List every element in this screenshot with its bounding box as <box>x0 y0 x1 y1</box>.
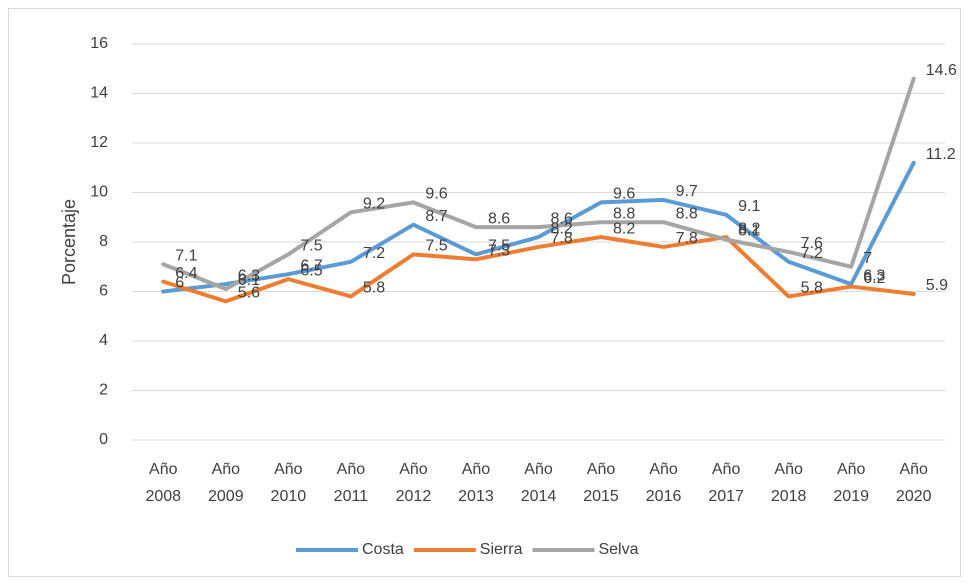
data-label: 5.8 <box>801 280 823 297</box>
data-label: 7.8 <box>551 230 573 247</box>
data-label: 8.2 <box>738 220 760 237</box>
y-tick-label: 16 <box>90 35 108 52</box>
x-tick-label: Año 2014 <box>521 461 557 505</box>
data-label: 6.3 <box>238 267 260 284</box>
x-tick-label: Año 2010 <box>271 461 307 505</box>
data-label: 7.1 <box>175 247 197 264</box>
data-label: 5.6 <box>238 285 260 302</box>
data-label: 7 <box>863 250 872 267</box>
data-label: 11.2 <box>926 146 956 163</box>
data-label: 8.8 <box>676 205 698 222</box>
data-label: 7.5 <box>488 238 510 255</box>
series-line <box>161 160 916 294</box>
y-axis-label: Porcentaje <box>59 199 79 285</box>
data-label: 14.6 <box>926 62 957 79</box>
data-label: 9.6 <box>425 186 447 203</box>
data-label: 8.6 <box>488 210 510 227</box>
x-tick-label: Año 2011 <box>334 461 369 505</box>
x-tick-label: Año 2020 <box>896 461 932 505</box>
data-label: 6.2 <box>863 270 885 287</box>
data-label: 9.1 <box>738 198 760 215</box>
x-tick-label: Año 2018 <box>771 461 807 505</box>
data-label: 6.1 <box>238 272 260 289</box>
y-tick-label: 6 <box>99 283 108 300</box>
data-label: 8.8 <box>613 205 635 222</box>
legend-label: Costa <box>362 541 404 558</box>
data-label: 5.9 <box>926 277 948 294</box>
y-tick-label: 8 <box>99 233 108 250</box>
data-label: 8.2 <box>551 220 573 237</box>
x-tick-label: Año 2012 <box>396 461 432 505</box>
y-tick-label: 0 <box>99 431 108 448</box>
x-tick-label: Año 2015 <box>583 461 619 505</box>
x-tick-label: Año 2016 <box>646 461 682 505</box>
x-tick-label: Año 2008 <box>145 461 181 505</box>
data-label: 8.6 <box>551 210 573 227</box>
data-label: 6.7 <box>300 257 322 274</box>
y-tick-label: 10 <box>90 184 108 201</box>
data-label: 7.8 <box>676 230 698 247</box>
data-label: 6.4 <box>175 265 197 282</box>
series-line <box>161 76 916 292</box>
data-label: 8.7 <box>425 208 447 225</box>
x-tick-label: Año 2013 <box>458 461 494 505</box>
x-tick-label: Año 2017 <box>708 461 744 505</box>
data-label: 9.2 <box>363 196 385 213</box>
data-label: 6 <box>175 275 184 292</box>
x-tick-label: Año 2019 <box>833 461 869 505</box>
y-tick-label: 2 <box>99 382 108 399</box>
y-tick-label: 14 <box>90 85 108 102</box>
data-label: 7.2 <box>801 245 823 262</box>
data-label: 7.3 <box>488 243 510 260</box>
legend-label: Sierra <box>480 541 523 558</box>
series-line <box>161 235 916 304</box>
data-label: 7.6 <box>801 235 823 252</box>
legend-label: Selva <box>598 541 638 558</box>
data-label: 7.2 <box>363 245 385 262</box>
y-tick-label: 4 <box>99 332 108 349</box>
y-tick-label: 12 <box>90 134 108 151</box>
data-label: 8.2 <box>613 220 635 237</box>
data-label: 5.8 <box>363 280 385 297</box>
data-label: 8.1 <box>738 223 760 240</box>
data-label: 7.5 <box>300 238 322 255</box>
data-label: 7.5 <box>425 238 447 255</box>
data-label: 6.3 <box>863 267 885 284</box>
data-label: 9.6 <box>613 186 635 203</box>
data-label: 9.7 <box>676 183 698 200</box>
data-label: 6.5 <box>300 262 322 279</box>
x-tick-label: Año 2009 <box>208 461 244 505</box>
